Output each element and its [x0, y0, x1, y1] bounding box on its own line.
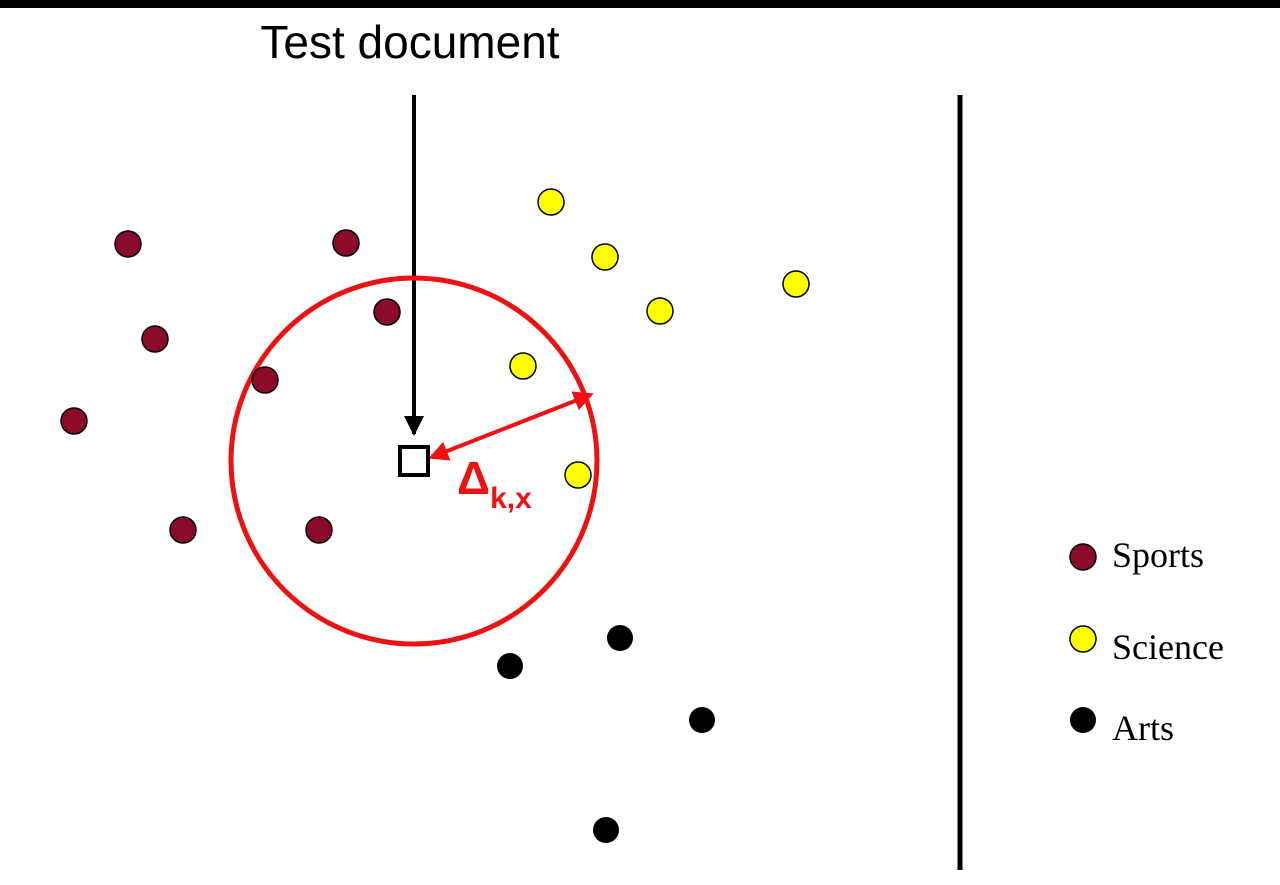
radius-symbol: Δ	[457, 452, 490, 504]
sports-point	[332, 229, 360, 257]
legend: Sports Science Arts	[1069, 535, 1224, 748]
arts-points	[497, 625, 715, 843]
radius-label: Δk,x	[457, 452, 532, 515]
sports-point	[114, 230, 142, 258]
sports-point	[305, 516, 333, 544]
science-point	[509, 352, 537, 380]
legend-label-science: Science	[1112, 627, 1224, 667]
radius-arrow	[428, 391, 594, 461]
sports-point	[169, 516, 197, 544]
neighborhood-circle	[228, 275, 600, 647]
legend-swatch-science	[1069, 625, 1097, 653]
science-point	[782, 270, 810, 298]
radius-subscript: k,x	[490, 482, 532, 515]
arts-point	[689, 707, 715, 733]
sports-point	[60, 407, 88, 435]
sports-point	[251, 366, 279, 394]
science-point	[646, 297, 674, 325]
sports-points	[60, 229, 401, 544]
arts-point	[497, 653, 523, 679]
science-point	[537, 188, 565, 216]
sports-point	[141, 325, 169, 353]
legend-label-sports: Sports	[1112, 535, 1204, 575]
arts-point	[593, 817, 619, 843]
test-document-label: Test document	[260, 16, 559, 68]
science-point	[591, 243, 619, 271]
legend-label-arts: Arts	[1112, 708, 1174, 748]
arts-point	[607, 625, 633, 651]
science-points	[509, 188, 810, 489]
legend-swatch-arts	[1070, 707, 1096, 733]
legend-swatch-sports	[1069, 543, 1097, 571]
top-border	[0, 0, 1280, 8]
test-document-point	[398, 445, 430, 477]
sports-point	[373, 298, 401, 326]
science-point	[564, 461, 592, 489]
